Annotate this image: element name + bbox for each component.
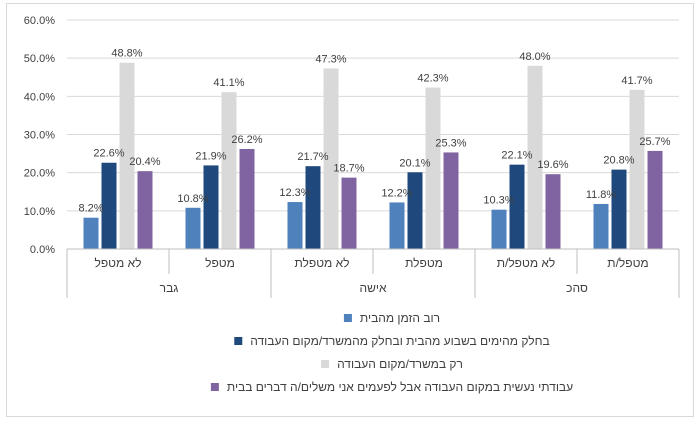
data-label: 48.0% [519,51,550,63]
bar [305,166,321,249]
y-tick-label: 40.0% [24,91,55,103]
bar [341,177,357,249]
legend-label: רוב הזמן מהבית [360,311,440,325]
bar [527,65,543,249]
category-label: לא מטפל/ת [497,256,556,270]
y-tick-label: 20.0% [24,168,55,180]
category-label: מטפל [205,256,235,270]
y-tick-label: 30.0% [24,130,55,142]
data-label: 10.3% [483,195,514,207]
bar [101,162,117,249]
data-label: 20.1% [399,157,430,169]
legend-swatch [321,360,330,368]
data-label: 21.9% [195,150,226,162]
category-label: מטפלת [405,256,443,270]
group-label: אישה [359,281,386,295]
y-tick-label: 0.0% [30,244,55,256]
y-tick-label: 60.0% [24,15,55,27]
data-label: 25.3% [435,137,466,149]
group-label: גבר [160,281,179,295]
y-tick-label: 50.0% [24,53,55,65]
bar [221,92,237,249]
data-label: 19.6% [537,159,568,171]
legend-swatch [210,383,219,391]
bar [491,209,507,249]
bar [185,207,201,249]
data-label: 12.2% [381,187,412,199]
bar [119,62,135,249]
gridlines [67,19,679,212]
data-label: 12.3% [279,187,310,199]
bar [287,202,303,249]
bar [203,165,219,249]
bar [509,164,525,249]
bar [389,202,405,249]
bar [443,152,459,249]
group-label: סהכ [566,281,588,295]
bar [239,149,255,249]
bar [647,150,663,249]
data-label: 22.6% [93,148,124,160]
y-axis: 0.0% 10.0% 20.0% 30.0% 40.0% 50.0% 60.0% [24,15,55,256]
bar [611,169,627,249]
legend: רוב הזמן מהבית בחלק מהימים בשבוע מהבית וב… [210,311,573,394]
bar [323,68,339,249]
data-label: 20.4% [129,156,160,168]
category-label: לא מטפלת [294,256,349,270]
bar [629,89,645,249]
data-label: 20.8% [603,155,634,167]
data-label: 41.1% [213,77,244,89]
legend-swatch [234,337,243,345]
x-axis: לא מטפל מטפל לא מטפלת מטפלת לא מטפל/ת מטפל/ת ג… [66,248,680,298]
data-labels: 8.2% 10.8% 12.3% 12.2% 10.3% 11.8% 22.6% 21.9% 2… [78,48,670,215]
data-label: 26.2% [231,134,262,146]
bar [593,203,609,249]
data-label: 18.7% [333,163,364,175]
legend-label: עבודתי נעשית במקום העבודה אבל לפעמים אני… [227,380,573,394]
category-label: מטפל/ת [607,256,648,270]
data-label: 10.8% [177,193,208,205]
data-label: 8.2% [78,203,103,215]
data-label: 25.7% [639,136,670,148]
bar [83,217,99,249]
data-label: 48.8% [111,48,142,60]
legend-swatch [343,314,352,322]
bar [545,174,561,249]
data-label: 22.1% [501,150,532,162]
bars [83,62,663,250]
data-label: 42.3% [417,73,448,85]
data-label: 11.8% [586,189,617,201]
bar [407,172,423,249]
legend-label: בחלק מהימים בשבוע מהבית ובחלק מהמשרד/מקו… [250,334,549,348]
bar [137,171,153,249]
category-label: לא מטפל [95,256,142,270]
bar [425,87,441,250]
y-tick-label: 10.0% [24,206,55,218]
data-label: 21.7% [297,151,328,163]
legend-label: רק במשרד/מקום העבודה [337,357,463,371]
data-label: 47.3% [315,53,346,65]
data-label: 41.7% [621,75,652,87]
